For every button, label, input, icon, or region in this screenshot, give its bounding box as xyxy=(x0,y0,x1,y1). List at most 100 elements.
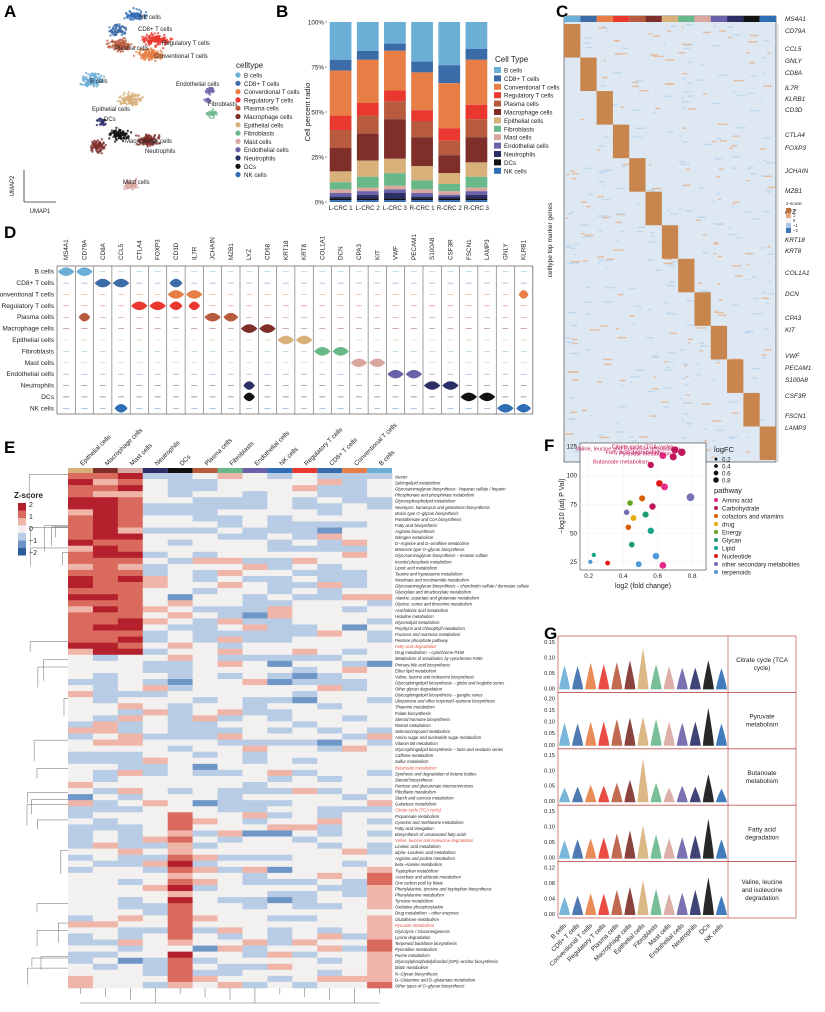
heatmap-e-cell xyxy=(117,836,144,843)
heatmap-e-cell xyxy=(317,866,343,874)
heatmap-e-cell xyxy=(167,473,193,480)
heatmap-c-noise xyxy=(603,358,613,361)
heatmap-e-cell xyxy=(142,782,168,789)
violin-g-shape xyxy=(676,892,688,915)
heatmap-c-noise xyxy=(761,357,766,359)
violin-g-shape xyxy=(702,660,714,690)
heatmap-e-cell xyxy=(367,569,393,577)
heatmap-e-cell xyxy=(68,576,94,583)
heatmap-e-cell xyxy=(367,618,393,625)
bar-segment xyxy=(411,166,433,181)
umap-point xyxy=(101,143,104,146)
heatmap-e-cell xyxy=(242,897,268,904)
heatmap-e-cell xyxy=(142,503,168,510)
heatmap-e-cell xyxy=(242,630,268,637)
umap-point xyxy=(153,57,156,60)
violin-d-shape xyxy=(277,335,294,345)
violin-d-shape xyxy=(405,369,423,379)
scatter-point xyxy=(647,527,654,534)
panel-label-e: E xyxy=(4,438,16,457)
heatmap-e-cell xyxy=(367,733,393,740)
heatmap-e-cell xyxy=(367,915,393,922)
violin-d-shape xyxy=(332,347,349,356)
heatmap-e-cell xyxy=(92,848,119,856)
heatmap-e-cell xyxy=(292,830,318,837)
heatmap-e-cell xyxy=(292,963,318,971)
heatmap-e-cell xyxy=(167,872,193,880)
violin-g-shape xyxy=(676,667,688,690)
heatmap-c-noise xyxy=(569,371,579,373)
heatmap-e-cell xyxy=(142,624,168,631)
heatmap-c-noise xyxy=(663,406,670,408)
scatter-color-label: Amino acid xyxy=(722,498,753,505)
heatmap-e-row-label: Glycerophospholipid metabolism xyxy=(395,499,456,504)
heatmap-c-noise xyxy=(584,301,594,303)
heatmap-e-cell xyxy=(317,642,343,650)
heatmap-e-cell xyxy=(117,751,144,759)
umap-point xyxy=(150,55,153,58)
heatmap-e-cell xyxy=(242,521,268,528)
heatmap-c-noise xyxy=(718,450,725,452)
heatmap-e-cell xyxy=(217,557,243,565)
bar-segment xyxy=(411,189,433,193)
scatter-color-swatch xyxy=(714,514,718,518)
violin-g-shape xyxy=(624,660,636,690)
heatmap-c-noise xyxy=(652,187,662,190)
violin-g-shape xyxy=(689,835,701,859)
bar-segment xyxy=(384,43,406,51)
umap-point xyxy=(133,100,137,104)
heatmap-e-cell xyxy=(267,775,293,783)
umap-point xyxy=(102,123,105,127)
umap-point xyxy=(100,152,103,155)
heatmap-e-cell xyxy=(192,588,218,595)
violin-d-shape xyxy=(243,392,255,402)
heatmap-e-cell xyxy=(192,648,218,656)
heatmap-e-row-label: Inositol phosphate metabolism xyxy=(395,559,452,564)
bar-segment xyxy=(329,189,352,193)
heatmap-c-noise xyxy=(729,401,739,403)
violin-d-frame xyxy=(56,265,534,415)
heatmap-e-legend-tick: 0 xyxy=(29,526,33,533)
heatmap-e-cell xyxy=(367,721,393,728)
violin-d-shape xyxy=(387,369,404,379)
violin-g-shape xyxy=(637,880,649,915)
heatmap-e-cell xyxy=(342,588,368,595)
scatter-color-swatch xyxy=(714,498,718,502)
heatmap-e-cell xyxy=(117,654,144,662)
heatmap-e-cell xyxy=(217,757,243,765)
heatmap-e-cell xyxy=(142,515,168,522)
bar-segment xyxy=(329,200,352,202)
heatmap-e-cell xyxy=(142,612,168,619)
heatmap-e-cell xyxy=(292,582,318,589)
heatmap-e-cell xyxy=(242,915,268,922)
umap-point xyxy=(122,101,125,105)
umap-point xyxy=(93,76,96,80)
heatmap-c-noise xyxy=(752,297,759,300)
bar-segment xyxy=(411,61,433,73)
umap-point xyxy=(162,36,165,39)
heatmap-e-cell xyxy=(292,848,318,856)
heatmap-c-noise xyxy=(651,356,660,359)
scatter-size-swatch xyxy=(713,470,719,476)
bar-segment xyxy=(465,187,488,192)
violin-g-shape xyxy=(624,717,636,746)
bar-segment xyxy=(411,180,433,190)
violin-d-gene-label: MS4A1 xyxy=(63,239,70,260)
bar-segment xyxy=(384,90,406,102)
heatmap-e-cell xyxy=(292,800,318,807)
heatmap-e-cell xyxy=(192,951,218,959)
umap-point xyxy=(138,140,141,144)
heatmap-e-cell xyxy=(217,624,243,631)
heatmap-e-col-label: Fibroblasts xyxy=(228,440,255,467)
heatmap-e-cell xyxy=(68,630,94,637)
panel-label-f: F xyxy=(544,436,555,455)
heatmap-e-cell xyxy=(192,824,218,831)
heatmap-e-cell xyxy=(217,636,243,643)
heatmap-e-cell xyxy=(342,975,368,983)
umap-point xyxy=(157,38,160,41)
umap-legend-swatch xyxy=(235,155,241,161)
heatmap-e-cell xyxy=(292,903,318,910)
heatmap-e-col-annot xyxy=(92,468,118,473)
heatmap-e-col-annot xyxy=(142,468,168,473)
umap-point xyxy=(153,134,156,138)
